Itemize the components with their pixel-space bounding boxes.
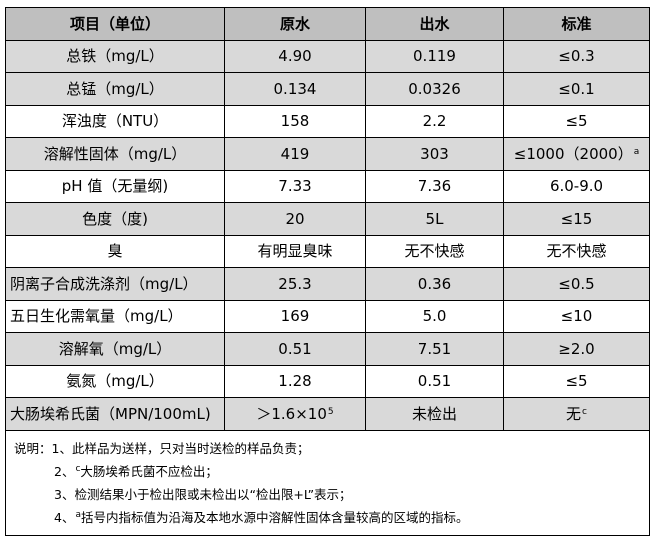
item-cell: 氨氮（mg/L） (5, 364, 225, 398)
water-quality-table: 项目（单位） 原水 出水 标准 总铁（mg/L） 4.90 0.119 ≤0.3… (5, 7, 650, 536)
table-row: 大肠埃希氏菌（MPN/100mL) ＞1.6×105 未检出 无c (5, 397, 650, 431)
table-row: 溶解性固体（mg/L） 419 303 ≤1000（2000）a (5, 137, 650, 171)
table-row: 总锰（mg/L） 0.134 0.0326 ≤0.1 (5, 72, 650, 106)
raw-value: ＞1.6×10 (256, 404, 327, 423)
raw-cell: 有明显臭味 (224, 234, 366, 268)
item-cell: 溶解性固体（mg/L） (5, 137, 225, 171)
item-cell: 总铁（mg/L） (5, 39, 225, 73)
raw-cell: 0.134 (224, 72, 366, 106)
footnote-marker: c (75, 463, 81, 474)
item-cell: 五日生化需氧量（mg/L） (5, 299, 225, 333)
raw-cell: 169 (224, 299, 366, 333)
raw-cell: ＞1.6×105 (224, 397, 366, 431)
table-row: 总铁（mg/L） 4.90 0.119 ≤0.3 (5, 39, 650, 73)
notes-cell: 说明：1、此样品为送样，只对当时送检的样品负责； 2、c大肠埃希氏菌不应检出； … (5, 429, 650, 536)
footnote-marker: a (633, 146, 640, 157)
out-cell: 7.36 (365, 169, 504, 203)
note-1: 说明：1、此样品为送样，只对当时送检的样品负责； (14, 440, 310, 456)
note-3: 3、检测结果小于检出限或未检出以“检出限+L”表示； (54, 486, 352, 502)
std-cell: ≤0.5 (503, 267, 650, 301)
std-cell: 无c (503, 397, 650, 431)
table-header-row: 项目（单位） 原水 出水 标准 (5, 7, 650, 41)
out-cell: 7.51 (365, 332, 504, 366)
exponent: 5 (327, 406, 334, 417)
raw-cell: 419 (224, 137, 366, 171)
std-cell: ≤5 (503, 104, 650, 138)
item-cell: 总锰（mg/L） (5, 72, 225, 106)
footnote-marker: c (582, 406, 587, 417)
std-cell: ≤0.3 (503, 39, 650, 73)
out-cell: 2.2 (365, 104, 504, 138)
raw-cell: 20 (224, 202, 366, 236)
std-cell: ≤1000（2000）a (503, 137, 650, 171)
out-cell: 无不快感 (365, 234, 504, 268)
std-cell: ≤0.1 (503, 72, 650, 106)
table-row: 色度（度) 20 5L ≤15 (5, 202, 650, 236)
table-row: 氨氮（mg/L） 1.28 0.51 ≤5 (5, 364, 650, 398)
raw-cell: 0.51 (224, 332, 366, 366)
table-row: pH 值（无量纲) 7.33 7.36 6.0-9.0 (5, 169, 650, 203)
out-cell: 303 (365, 137, 504, 171)
std-cell: 无不快感 (503, 234, 650, 268)
note-2: 2、c大肠埃希氏菌不应检出； (54, 463, 218, 479)
item-cell: 色度（度) (5, 202, 225, 236)
out-cell: 5.0 (365, 299, 504, 333)
footnote-marker: a (75, 509, 81, 520)
std-cell: ≤10 (503, 299, 650, 333)
header-item: 项目（单位） (5, 7, 225, 41)
std-value: 无 (566, 404, 582, 423)
item-cell: 大肠埃希氏菌（MPN/100mL) (5, 397, 225, 431)
note-4: 4、a括号内指标值为沿海及本地水源中溶解性固体含量较高的区域的指标。 (54, 509, 469, 525)
item-cell: 浑浊度（NTU） (5, 104, 225, 138)
out-cell: 0.51 (365, 364, 504, 398)
item-cell: pH 值（无量纲) (5, 169, 225, 203)
std-cell: ≥2.0 (503, 332, 650, 366)
table-row: 溶解氧（mg/L） 0.51 7.51 ≥2.0 (5, 332, 650, 366)
header-raw-water: 原水 (224, 7, 366, 41)
header-effluent: 出水 (365, 7, 504, 41)
std-cell: ≤15 (503, 202, 650, 236)
item-cell: 阴离子合成洗涤剂（mg/L） (5, 267, 225, 301)
std-cell: 6.0-9.0 (503, 169, 650, 203)
raw-cell: 1.28 (224, 364, 366, 398)
notes-row: 说明：1、此样品为送样，只对当时送检的样品负责； 2、c大肠埃希氏菌不应检出； … (5, 429, 650, 536)
item-cell: 臭 (5, 234, 225, 268)
out-cell: 5L (365, 202, 504, 236)
out-cell: 0.0326 (365, 72, 504, 106)
table-row: 臭 有明显臭味 无不快感 无不快感 (5, 234, 650, 268)
std-cell: ≤5 (503, 364, 650, 398)
raw-cell: 25.3 (224, 267, 366, 301)
table-row: 浑浊度（NTU） 158 2.2 ≤5 (5, 104, 650, 138)
out-cell: 0.119 (365, 39, 504, 73)
table-row: 五日生化需氧量（mg/L） 169 5.0 ≤10 (5, 299, 650, 333)
header-standard: 标准 (503, 7, 650, 41)
raw-cell: 4.90 (224, 39, 366, 73)
table-row: 阴离子合成洗涤剂（mg/L） 25.3 0.36 ≤0.5 (5, 267, 650, 301)
raw-cell: 158 (224, 104, 366, 138)
std-value: ≤1000（2000） (513, 144, 633, 163)
out-cell: 0.36 (365, 267, 504, 301)
item-cell: 溶解氧（mg/L） (5, 332, 225, 366)
raw-cell: 7.33 (224, 169, 366, 203)
out-cell: 未检出 (365, 397, 504, 431)
